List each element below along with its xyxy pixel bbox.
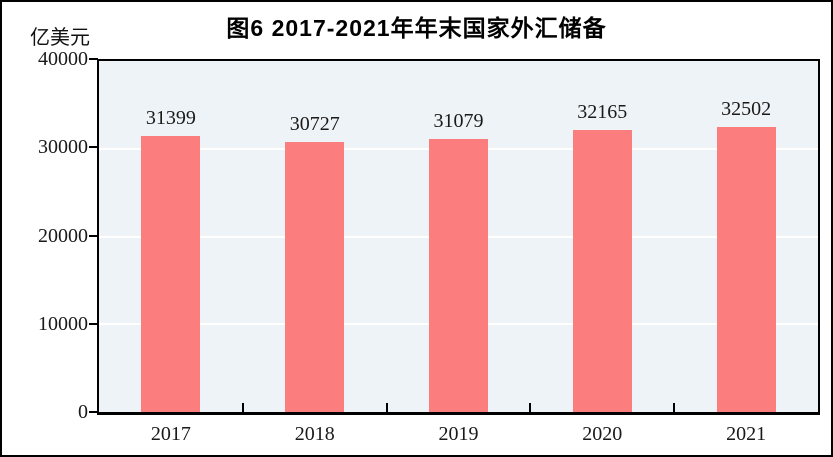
- bar-group-2020: 32165: [572, 61, 632, 412]
- bar-value-label: 31079: [433, 110, 484, 133]
- x-tick-label-2018: 2018: [294, 423, 335, 445]
- bar-value-label: 31399: [145, 107, 196, 130]
- x-boundary-tick: [529, 403, 532, 412]
- x-tick-label-2019: 2019: [438, 423, 479, 445]
- y-tick-mark: [89, 146, 98, 149]
- chart-title: 图6 2017-2021年年末国家外汇储备: [226, 15, 607, 41]
- bar-2018: [285, 142, 345, 412]
- bar-group-2018: 30727: [285, 61, 345, 412]
- y-axis-unit-label: 亿美元: [30, 27, 90, 49]
- x-boundary-tick: [241, 403, 244, 412]
- y-tick-mark: [89, 234, 98, 237]
- bar-group-2021: 32502: [716, 61, 776, 412]
- y-tick-label: 30000: [38, 136, 88, 159]
- y-tick-label: 0: [78, 401, 88, 423]
- bar-2017: [141, 136, 201, 412]
- y-tick-mark: [89, 411, 98, 413]
- bar-2019: [429, 139, 488, 412]
- bar-2021: [716, 126, 776, 412]
- x-boundary-tick: [673, 403, 676, 412]
- x-tick-label-2021: 2021: [726, 423, 767, 445]
- x-tick-label-2020: 2020: [582, 423, 623, 445]
- x-tick-label-2017: 2017: [150, 423, 191, 445]
- y-tick-mark: [89, 58, 98, 60]
- bar-group-2017: 31399: [141, 61, 201, 412]
- bar-group-2019: 31079: [429, 61, 488, 412]
- x-boundary-tick: [385, 403, 388, 412]
- y-tick-mark: [89, 322, 98, 325]
- bar-value-label: 32502: [721, 97, 772, 120]
- plot-area: 31399 30727 31079 32165 32502: [97, 59, 820, 415]
- y-tick-label: 20000: [38, 224, 88, 247]
- bar-value-label: 30727: [289, 113, 340, 136]
- y-tick-label: 40000: [38, 48, 88, 70]
- y-tick-label: 10000: [38, 312, 88, 335]
- bar-2020: [572, 129, 632, 412]
- bar-value-label: 32165: [577, 100, 628, 123]
